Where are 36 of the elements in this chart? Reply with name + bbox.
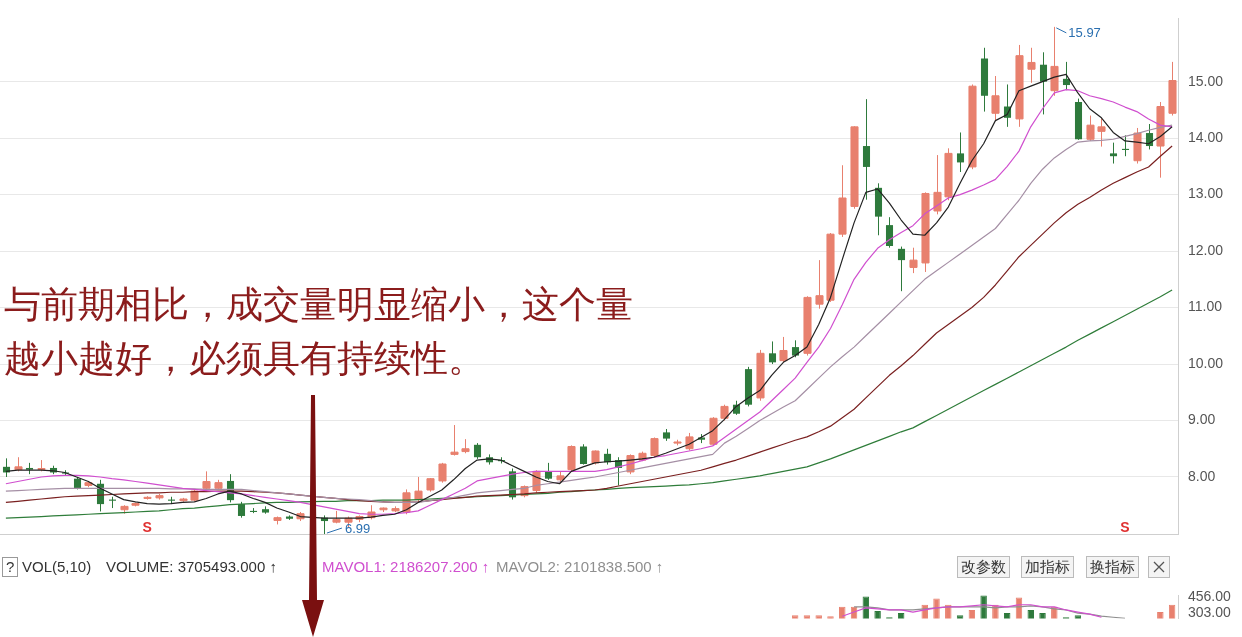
y-tick-label: 12.00 <box>1188 241 1224 258</box>
text: 加指标 <box>1021 556 1074 578</box>
annotation: S <box>1120 518 1130 535</box>
candlestick <box>885 216 894 249</box>
text: VOLUME: 3705493.000 ↑ <box>106 558 277 575</box>
candlestick <box>1109 142 1118 165</box>
y-tick-label: 11.00 <box>1188 298 1223 315</box>
candlestick <box>1097 117 1106 148</box>
candlestick <box>768 340 777 365</box>
text: 换指标 <box>1086 556 1139 578</box>
annotation: 与前期相比，成交量明显缩小，这个量越小越好，必须具有持续性。 <box>4 282 634 382</box>
y-tick-label: 303.00 <box>1188 603 1232 620</box>
candlestick <box>956 131 965 173</box>
text: MAVOL2: 2101838.500 ↑ <box>496 558 664 575</box>
candlestick <box>897 246 906 292</box>
candlestick <box>815 259 824 310</box>
y-tick-label: 10.00 <box>1188 354 1224 371</box>
text: MAVOL1: 2186207.200 ↑ <box>322 558 490 575</box>
y-tick-label: 15.00 <box>1188 72 1224 89</box>
candlestick <box>202 470 211 490</box>
annotation: 6.99 <box>344 521 371 537</box>
candlestick <box>579 443 588 466</box>
y-tick-label: 8.00 <box>1188 467 1216 484</box>
candlestick <box>862 98 871 201</box>
y-tick-label: 9.00 <box>1188 411 1216 428</box>
text: 改参数 <box>957 556 1010 578</box>
candlestick <box>1039 51 1048 115</box>
candlestick <box>991 75 1000 122</box>
y-tick-label: 14.00 <box>1188 128 1224 145</box>
candlestick <box>1062 61 1071 91</box>
annotation: 15.97 <box>1068 25 1101 41</box>
annotation: S <box>142 518 152 535</box>
chart-title: VOL(5,10) <box>22 558 92 575</box>
y-tick-label: 13.00 <box>1188 185 1224 202</box>
text: ? <box>2 557 19 577</box>
y-tick-label: 456.00 <box>1188 587 1232 604</box>
